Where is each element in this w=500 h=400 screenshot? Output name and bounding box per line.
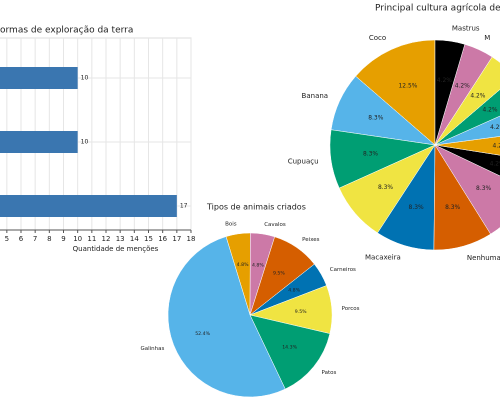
pie-slice — [434, 136, 500, 156]
slice-label: Nenhuma — [467, 254, 500, 262]
slice-percent: 4.2% — [437, 77, 452, 84]
bar — [0, 195, 177, 217]
x-tick-label: 5 — [5, 235, 9, 243]
slice-label: Galinhas — [140, 346, 164, 352]
slice-label: Coco — [369, 34, 386, 42]
slice-percent: 8.3% — [445, 204, 460, 211]
slice-label: Macaxeira — [365, 254, 401, 262]
slice-percent: 4.2% — [490, 161, 500, 168]
slice-percent: 4.2% — [470, 93, 485, 100]
slice-label: Banana — [302, 92, 329, 100]
slice-percent: 8.3% — [378, 184, 393, 191]
slice-percent: 4.2% — [493, 142, 500, 149]
slice-percent: 4.2% — [482, 107, 497, 114]
value-label: 10 — [81, 139, 89, 146]
x-tick-label: 15 — [144, 235, 153, 243]
slice-label: Cupuaçu — [288, 157, 319, 165]
pie-slice — [167, 236, 286, 398]
slice-percent: 9.5% — [273, 271, 285, 277]
x-tick-label: 7 — [33, 235, 37, 243]
slice-label: M — [484, 34, 490, 42]
x-tick-label: 17 — [172, 235, 181, 243]
slice-label: Porcos — [342, 306, 360, 312]
bar — [0, 67, 78, 89]
chart-title: ormas de exploração da terra — [0, 26, 133, 36]
slice-percent: 8.3% — [409, 204, 424, 211]
slice-percent: 8.3% — [368, 114, 383, 121]
chart-title: Tipos de animais criados — [206, 203, 306, 212]
x-tick-label: 9 — [61, 235, 65, 243]
x-tick-label: 10 — [73, 235, 82, 243]
slice-label: Mastrus — [452, 25, 480, 33]
pie-slice — [355, 39, 436, 146]
slice-percent: 4.2% — [455, 82, 470, 89]
slice-percent: 4.8% — [237, 262, 249, 268]
pie-slice — [434, 115, 500, 146]
x-tick-label: 14 — [130, 235, 139, 243]
value-label: 10 — [81, 75, 89, 82]
x-tick-label: 13 — [116, 235, 125, 243]
slice-percent: 4.8% — [252, 262, 264, 268]
slice-label: Cavalos — [264, 222, 286, 228]
value-label: 17 — [180, 203, 188, 210]
x-tick-label: 16 — [158, 235, 167, 243]
x-tick-label: 11 — [87, 235, 96, 243]
slice-percent: 14.3% — [282, 344, 297, 350]
slice-label: Carneiros — [330, 267, 356, 273]
x-tick-label: 8 — [47, 235, 51, 243]
slice-percent: 4.8% — [288, 287, 300, 293]
x-axis-label: Quantidade de menções — [73, 245, 159, 253]
pie-slice — [434, 39, 466, 146]
pie-slice — [249, 314, 331, 390]
x-tick-label: 12 — [102, 235, 111, 243]
slice-label: Peixes — [302, 237, 320, 243]
pie-slice — [434, 144, 500, 235]
chart-title: Principal cultura agrícola dec — [375, 4, 500, 14]
slice-percent: 9.5% — [295, 309, 307, 315]
slice-percent: 8.3% — [476, 185, 491, 192]
slice-percent: 8.3% — [363, 151, 378, 158]
slice-percent: 52.4% — [195, 331, 210, 337]
slice-percent: 4.2% — [490, 124, 500, 131]
x-tick-label: 18 — [187, 235, 196, 243]
bar — [0, 131, 78, 153]
slice-label: Bois — [225, 222, 237, 228]
slice-label: Patos — [322, 370, 337, 376]
slice-percent: 12.5% — [399, 82, 418, 89]
x-tick-label: 6 — [19, 235, 24, 243]
